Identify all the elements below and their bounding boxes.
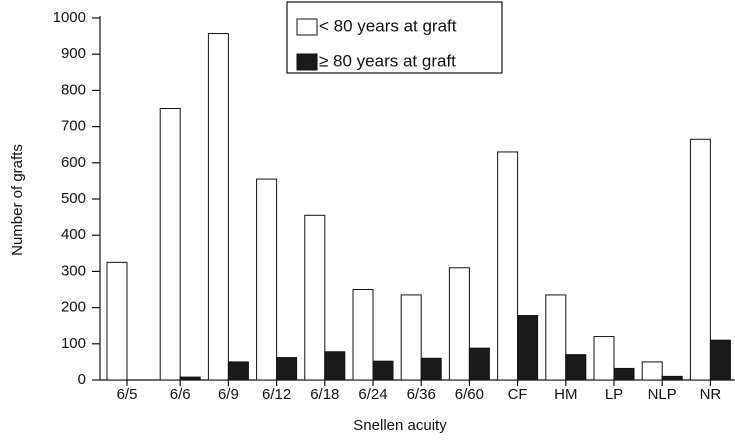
y-axis-label: Number of grafts (9, 144, 26, 256)
bar (256, 178, 278, 381)
legend-swatch (296, 53, 318, 71)
x-tick-label: 6/12 (262, 386, 291, 403)
bar (179, 376, 201, 381)
y-tick-label: 500 (61, 190, 86, 207)
x-tick-label: 6/18 (310, 386, 339, 403)
y-tick-label: 200 (61, 299, 86, 316)
legend-label: < 80 years at graft (319, 16, 457, 35)
bar (661, 375, 683, 381)
x-tick-label: NLP (648, 386, 677, 403)
legend-swatch (296, 18, 318, 36)
x-axis-label: Snellen acuity (353, 417, 447, 434)
x-tick-label: 6/5 (117, 386, 138, 403)
bar (545, 294, 567, 381)
bar (106, 261, 128, 381)
bar (324, 351, 346, 381)
y-tick-label: 600 (61, 154, 86, 171)
bar (689, 138, 711, 381)
bar (517, 315, 539, 381)
y-tick-label: 300 (61, 262, 86, 279)
bar (448, 267, 470, 381)
y-tick-label: 800 (61, 81, 86, 98)
bar (497, 151, 519, 381)
legend-box (286, 1, 503, 74)
bar (159, 108, 181, 381)
x-tick-label: 6/24 (358, 386, 387, 403)
x-tick-label: 6/36 (407, 386, 436, 403)
bar (207, 33, 229, 381)
y-tick-label: 0 (78, 371, 86, 388)
x-tick-label: CF (508, 386, 528, 403)
x-tick-label: LP (605, 386, 623, 403)
y-tick-label: 900 (61, 45, 86, 62)
bar (641, 361, 663, 381)
x-tick-label: 6/6 (170, 386, 191, 403)
bar (420, 357, 442, 381)
bar (372, 360, 394, 381)
bar (565, 354, 587, 381)
y-tick-label: 1000 (53, 9, 86, 26)
bar (468, 347, 490, 381)
bar (304, 214, 326, 381)
bar (227, 361, 249, 381)
y-tick-label: 700 (61, 118, 86, 135)
bar (613, 367, 635, 381)
y-tick-label: 100 (61, 335, 86, 352)
bar (276, 357, 298, 381)
x-tick-label: 6/60 (455, 386, 484, 403)
bar (593, 336, 615, 381)
bar (709, 339, 731, 381)
x-tick-label: HM (554, 386, 577, 403)
x-tick-label: 6/9 (218, 386, 239, 403)
legend-label: ≥ 80 years at graft (319, 51, 456, 70)
bar (352, 289, 374, 381)
x-tick-label: NR (700, 386, 722, 403)
bar (400, 294, 422, 381)
y-tick-label: 400 (61, 226, 86, 243)
